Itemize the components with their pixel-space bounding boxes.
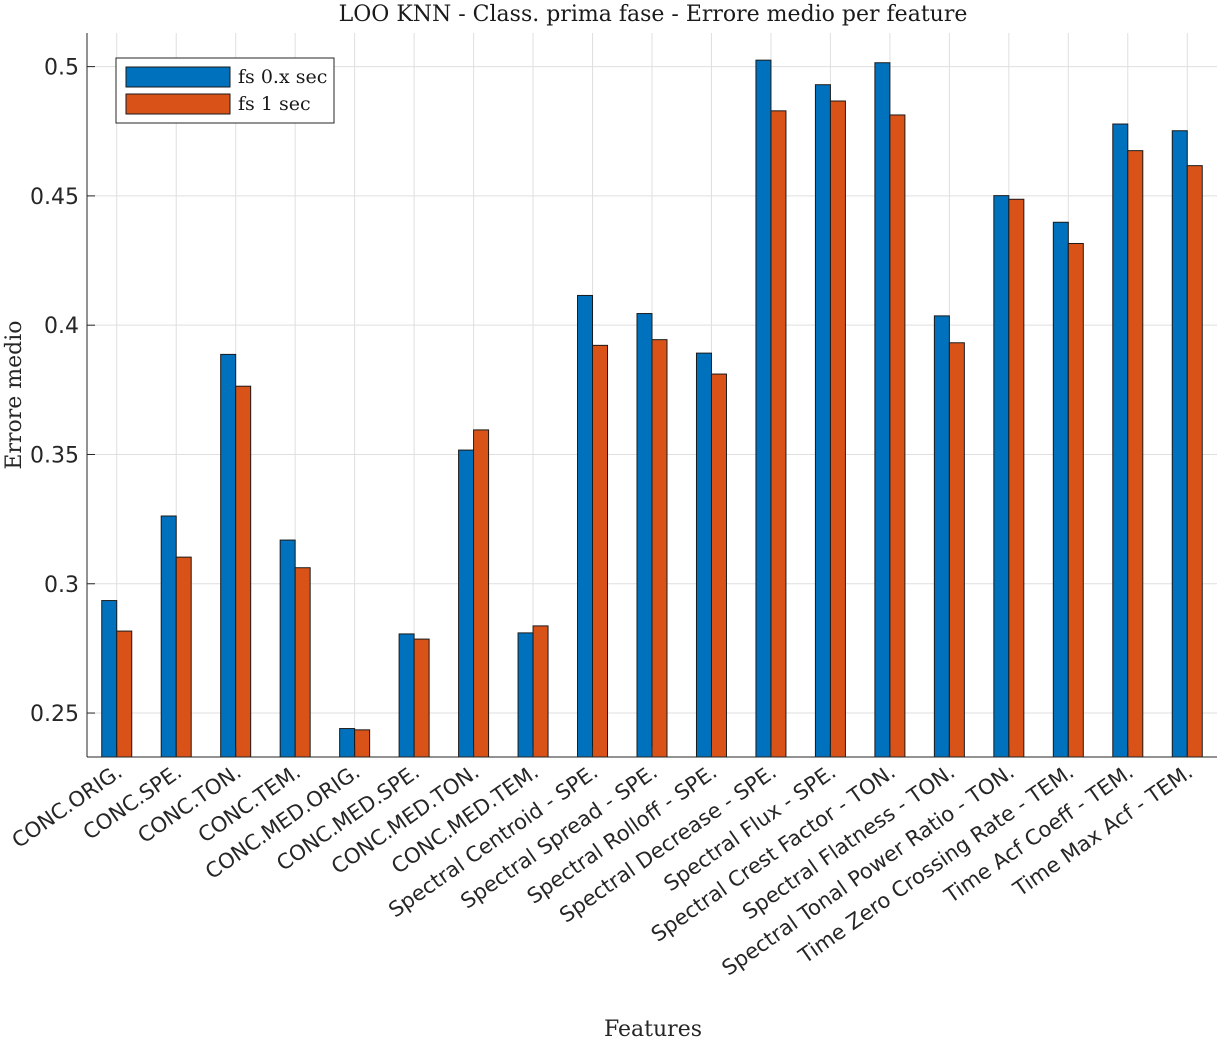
- bar-series-2: [889, 114, 906, 758]
- bar-series-2: [770, 110, 787, 758]
- y-tick-label: 0.45: [30, 185, 79, 210]
- bar-series-2: [532, 625, 549, 758]
- bar-series-1: [933, 315, 950, 758]
- bar-series-1: [874, 62, 891, 758]
- bar-series-1: [636, 313, 653, 758]
- bar-series-1: [458, 449, 475, 758]
- bar-series-2: [473, 429, 490, 758]
- bar-series-1: [339, 728, 356, 758]
- bar-series-1: [1052, 221, 1069, 758]
- y-tick-label: 0.35: [30, 443, 79, 468]
- bar-series-1: [220, 353, 237, 758]
- bar-series-1: [101, 600, 118, 758]
- bar-series-1: [1112, 123, 1129, 758]
- bar-series-2: [413, 638, 430, 758]
- bars: [101, 59, 1203, 758]
- bar-series-2: [235, 385, 252, 758]
- bar-series-2: [175, 556, 192, 758]
- bar-series-1: [160, 515, 177, 758]
- bar-series-1: [517, 632, 534, 758]
- y-tick-label: 0.5: [44, 56, 79, 81]
- legend-swatch-series-1: [125, 66, 231, 88]
- y-tick-label: 0.4: [44, 314, 79, 339]
- y-axis-label: Errore medio: [2, 320, 27, 469]
- legend: fs 0.x sec fs 1 sec: [115, 57, 335, 124]
- bar-series-2: [592, 344, 609, 758]
- bar-series-2: [948, 342, 965, 758]
- y-tick-label: 0.25: [30, 702, 79, 727]
- x-tick-labels: CONC.ORIG.CONC.SPE.CONC.TON.CONC.TEM.CON…: [8, 759, 1198, 980]
- legend-label-series-2: fs 1 sec: [238, 93, 311, 115]
- bar-series-1: [755, 59, 772, 758]
- bar-series-2: [651, 339, 668, 758]
- bar-series-2: [116, 630, 133, 758]
- y-tick-label: 0.3: [44, 573, 79, 598]
- bar-series-1: [577, 294, 594, 758]
- bar-series-1: [1171, 130, 1188, 758]
- bar-series-2: [1008, 198, 1025, 758]
- bar-series-1: [993, 195, 1010, 758]
- legend-label-series-1: fs 0.x sec: [238, 66, 327, 88]
- bar-series-1: [695, 352, 712, 758]
- legend-swatch-series-2: [125, 93, 231, 115]
- axes: [86, 33, 1217, 758]
- bar-series-1: [279, 539, 296, 758]
- bar-series-2: [1186, 165, 1203, 758]
- bar-series-2: [829, 100, 846, 758]
- bar-series-2: [294, 567, 311, 758]
- bar-series-2: [1067, 242, 1084, 758]
- chart-title: LOO KNN - Class. prima fase - Errore med…: [339, 2, 968, 27]
- bar-series-2: [1127, 150, 1144, 758]
- bar-series-1: [398, 633, 415, 758]
- bar-series-2: [354, 729, 371, 758]
- bar-series-1: [814, 84, 831, 758]
- bar-series-2: [710, 373, 727, 758]
- y-tick-labels: 0.25 0.3 0.35 0.4 0.45 0.5: [30, 56, 79, 727]
- x-axis-label: Features: [604, 1017, 702, 1040]
